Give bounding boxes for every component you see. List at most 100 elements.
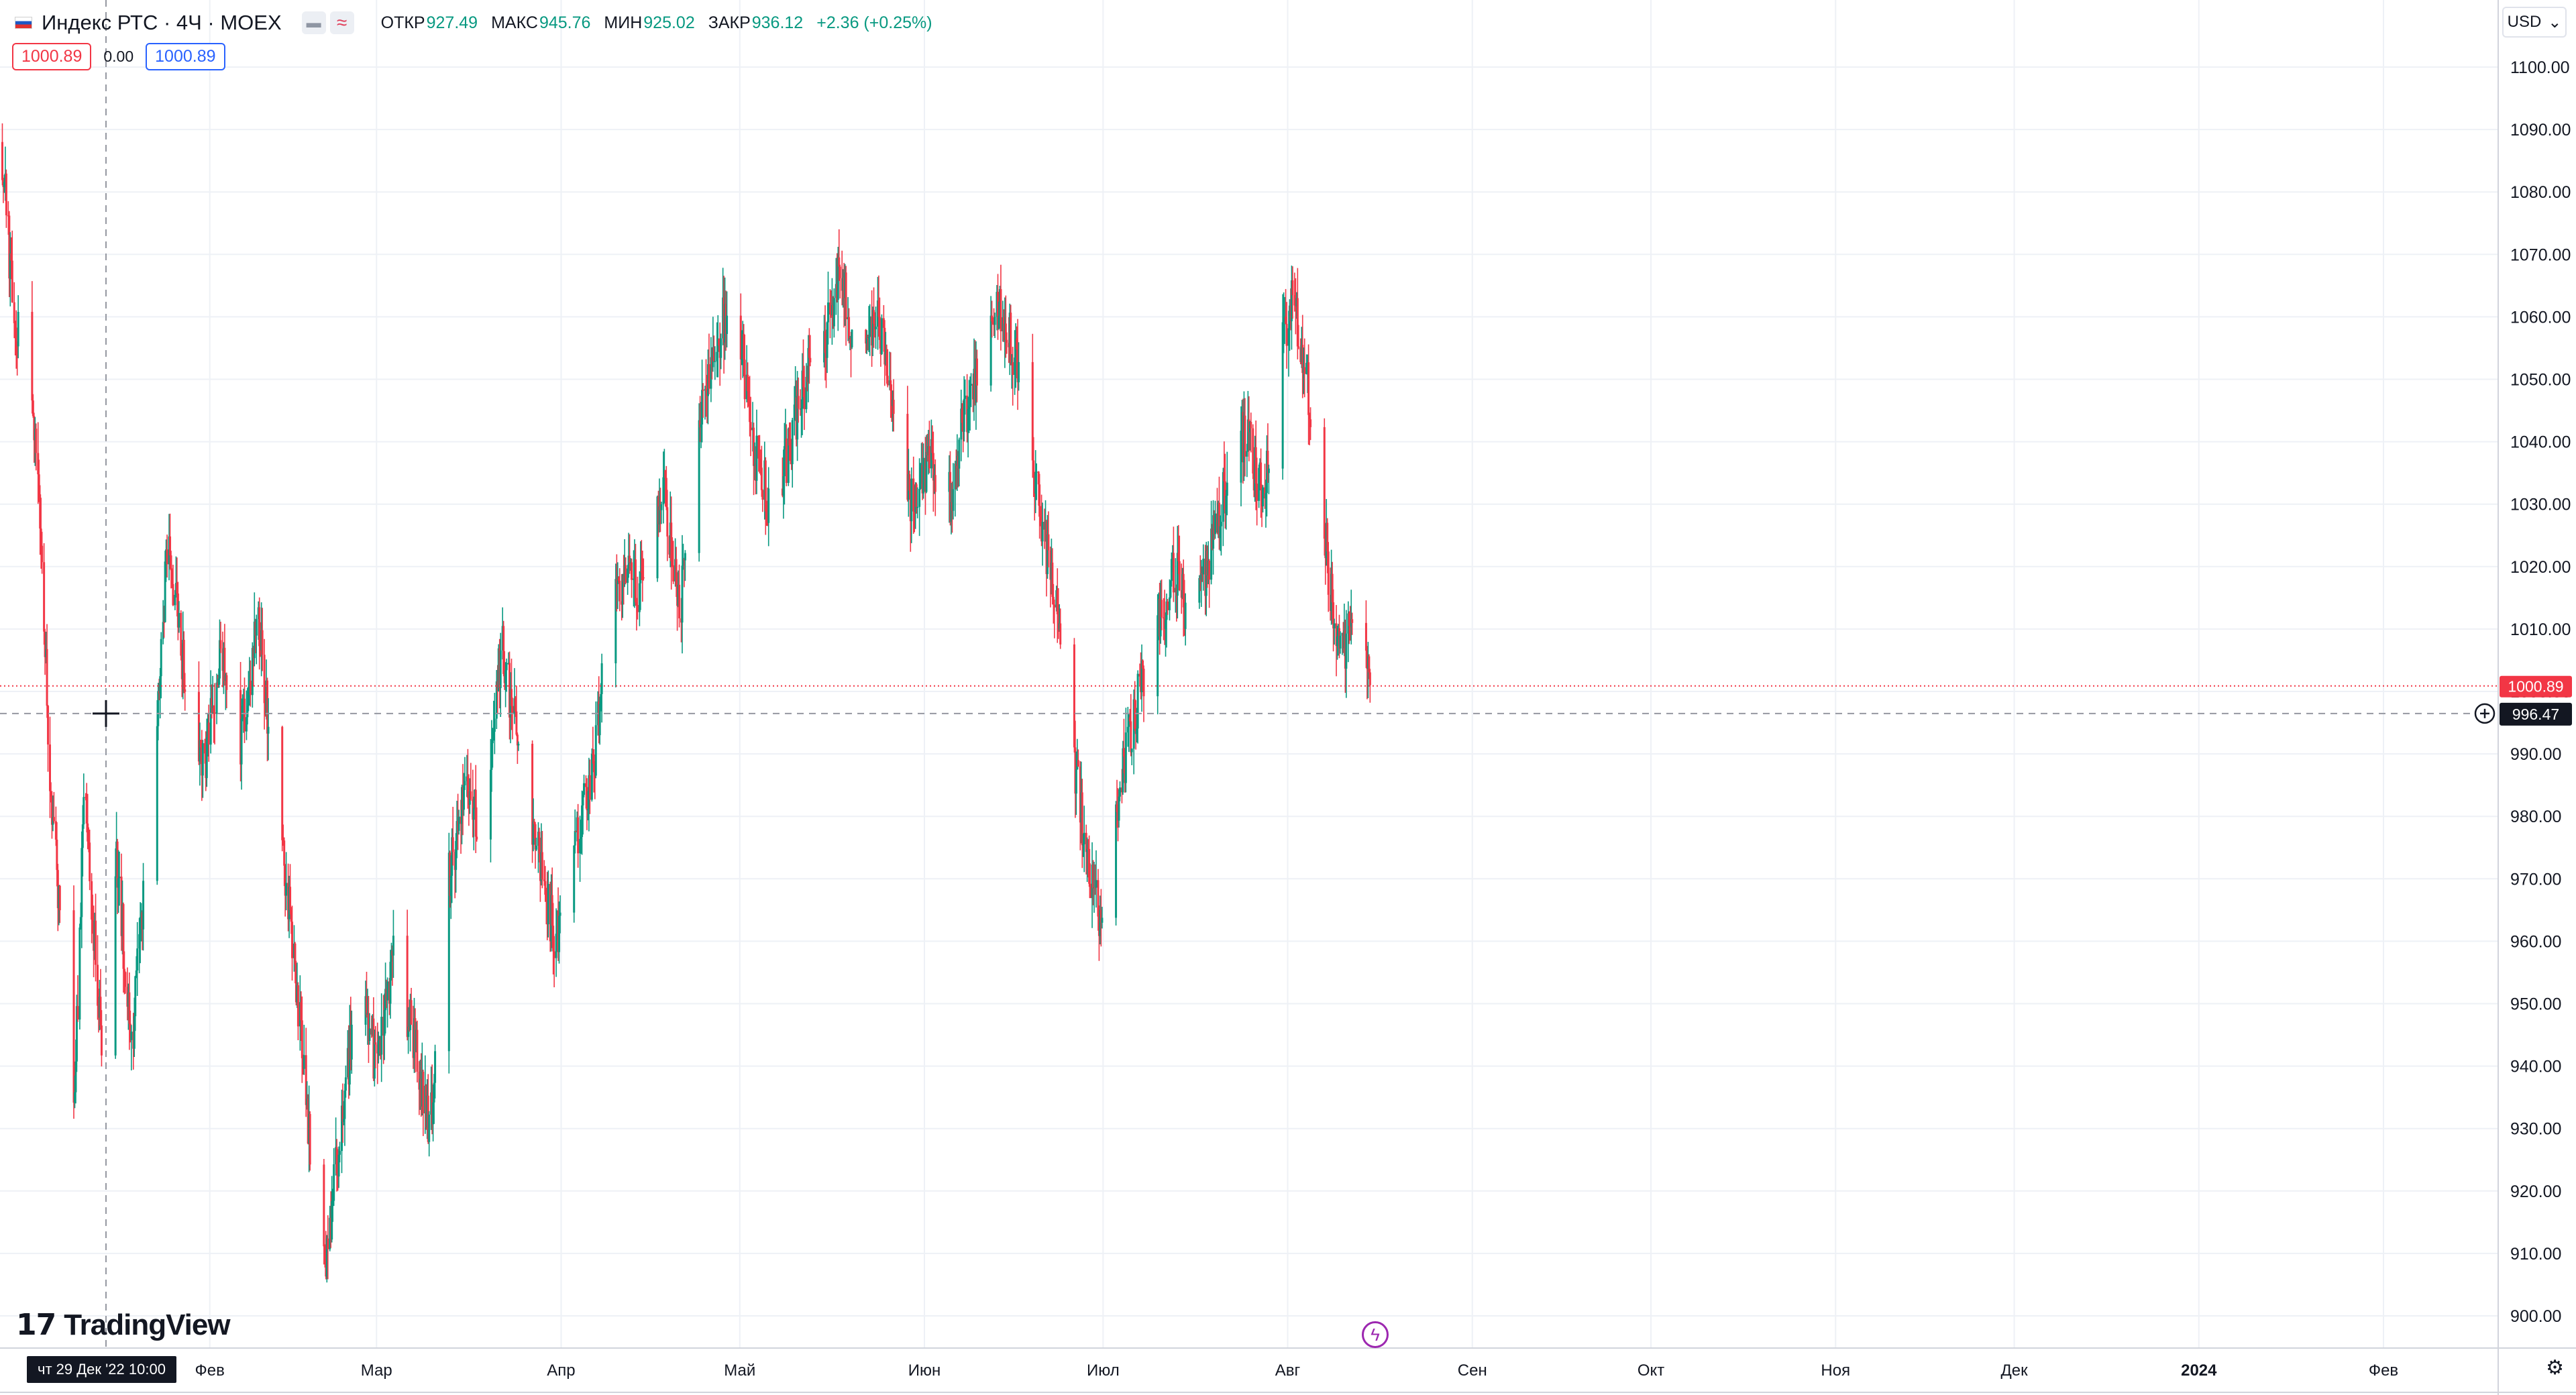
candle-body [184,689,186,692]
candle-body [1200,573,1203,580]
candle-body [809,357,812,363]
sell-button[interactable]: 1000.89 [12,43,92,70]
candle-body [783,446,786,477]
candle-body [136,948,139,971]
candle-body [35,429,38,453]
candle-body [249,680,252,695]
candle-body [174,594,176,606]
symbol-title[interactable]: Индекс РТС · 4Ч · MOEX [42,11,282,34]
candle-body [31,311,34,401]
candle-body [3,182,5,187]
candle-body [747,374,749,392]
candle-body [1118,796,1120,821]
candle-body [1244,415,1246,457]
candle-body [1336,636,1339,647]
currency-selector[interactable]: USD ⌄ [2502,7,2567,38]
compare-wave-icon[interactable]: ≈ [329,11,354,34]
candle-body [991,315,994,322]
candle-body [960,408,963,440]
candle-body [1172,553,1175,593]
candle-body [782,476,785,496]
candle-body [373,1042,376,1079]
candle-body [159,676,162,693]
candle-body [377,1040,380,1054]
candle-body [531,744,534,845]
candle-body [157,691,160,726]
gear-icon[interactable]: ⚙ [2546,1357,2564,1379]
candle-body [33,416,36,441]
candle-body [1006,339,1008,343]
russia-flag-icon [15,17,32,29]
candle-body [499,650,502,688]
candle-body [1099,909,1102,923]
candle-body [1169,581,1172,598]
candle-body [54,821,57,840]
candle-body [883,327,886,365]
candle-body [632,578,635,580]
candle-body [294,964,297,1003]
candle-body [579,838,582,854]
candle-body [741,359,743,360]
candle-body [333,1164,335,1201]
candle-body [533,821,536,824]
candle-body [76,1006,79,1020]
candle-body [247,687,250,706]
candle-body [170,555,172,571]
candle-body [331,1201,334,1203]
candle-body [580,836,582,839]
candle-body [389,962,392,1004]
candle-body [994,317,996,325]
price-tick-label: 1100.00 [2510,58,2570,77]
candle-body [865,329,867,344]
buy-button[interactable]: 1000.89 [146,43,225,70]
candle-body [869,316,871,337]
candle-body [285,883,288,896]
candle-body [1202,559,1205,575]
candle-body [535,846,537,850]
candle-body [39,494,42,529]
candle-body [1339,635,1342,649]
candle-body [991,321,994,323]
candle-body [767,488,770,523]
candle-body [433,1082,435,1103]
candle-body [1126,726,1129,733]
candle-body [1086,848,1089,852]
candle-body [712,347,715,361]
candle-body [451,837,454,852]
candle-body [592,754,595,773]
hide-legend-icon[interactable]: ▬ [301,11,326,34]
candle-body [215,682,218,714]
candle-body [1168,597,1171,610]
candle-body [52,817,55,822]
candle-body [323,1246,326,1256]
candle-body [718,339,720,346]
candle-body [290,909,292,922]
candle-body [544,881,547,895]
candle-body [1088,848,1091,884]
candle-body [890,390,893,406]
candle-body [1116,804,1118,812]
ohlc-close-key: ЗАКР [708,13,751,32]
candle-body [447,852,450,1052]
ohlc-low-key: МИН [604,13,643,32]
tradingview-logo[interactable]: 𝟭𝟳 TradingView [16,1308,231,1342]
candle-body [877,300,880,317]
candle-body [504,670,507,683]
candle-body [1094,887,1097,889]
candle-body [1246,451,1248,457]
tradingview-mark-icon: 𝟭𝟳 [16,1308,56,1341]
candle-body [671,561,674,565]
candle-body [1254,447,1257,484]
lightning-icon[interactable]: ϟ [1362,1321,1389,1348]
candle-body [918,488,921,507]
candle-body [760,467,763,490]
candle-body [621,575,624,605]
candle-body [1296,298,1299,347]
candle-body [845,272,847,320]
candle-body [826,302,829,323]
time-tick-label: Апр [547,1361,575,1380]
candle-body [875,327,877,329]
ohlc-high-key: МАКС [491,13,538,32]
candle-body [885,352,888,376]
